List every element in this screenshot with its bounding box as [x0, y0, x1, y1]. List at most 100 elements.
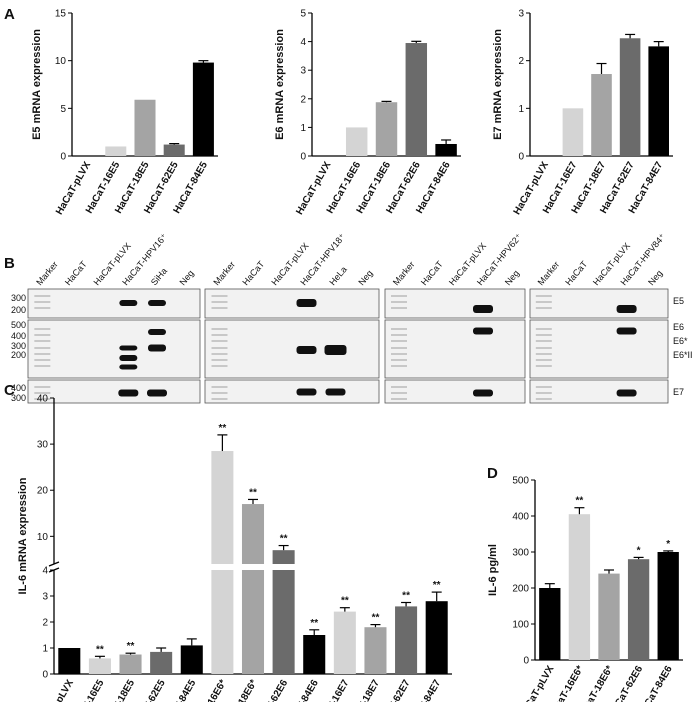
lane-label: Marker [536, 259, 562, 287]
gel-band [118, 389, 139, 397]
size-label: 500 [11, 320, 26, 330]
bar-lower-segment [241, 570, 265, 674]
gel-box [27, 319, 201, 379]
bar [568, 514, 591, 660]
marker-band [535, 347, 552, 349]
bar [591, 74, 612, 156]
marker-band [211, 392, 228, 394]
y-tick-label: 20 [37, 486, 49, 497]
gel-box [27, 288, 201, 319]
marker-band [391, 386, 407, 388]
x-tick-label: HaCaT-62E6 [252, 678, 291, 702]
marker-band [535, 365, 552, 367]
bar [405, 43, 428, 156]
bar-lower-segment [272, 570, 295, 674]
marker-band [211, 398, 228, 400]
gel-band [473, 305, 493, 313]
significance-label: ** [280, 534, 288, 545]
y-tick-label: 200 [512, 584, 529, 595]
marker-band [34, 386, 51, 388]
marker-band [535, 398, 552, 400]
y-tick-label: 0 [300, 152, 306, 163]
significance-label: * [637, 545, 641, 556]
lane-label: HaCaT [240, 259, 266, 288]
gel-band [148, 329, 166, 335]
bar [134, 99, 156, 156]
marker-band [535, 392, 552, 394]
significance-label: ** [372, 613, 380, 624]
lane-label: Neg [503, 268, 521, 287]
y-tick-label: 3 [300, 66, 306, 77]
marker-band [535, 307, 552, 309]
lane-label: Neg [178, 268, 196, 287]
size-label: 200 [11, 350, 26, 360]
y-tick-label: 0 [42, 670, 48, 681]
marker-band [211, 386, 228, 388]
y-tick-label: 40 [37, 394, 49, 405]
significance-label: ** [433, 580, 441, 591]
significance-label: ** [249, 487, 257, 498]
y-tick-label: 500 [512, 476, 529, 487]
y-tick-label: 1 [518, 104, 524, 115]
marker-band [34, 392, 51, 394]
gel-band [119, 345, 138, 351]
lane-label: Marker [34, 259, 60, 287]
marker-band [34, 334, 51, 336]
bar [435, 143, 457, 156]
y-tick-label: 10 [55, 56, 67, 67]
marker-band [211, 359, 228, 361]
marker-band [535, 328, 552, 330]
y-tick-label: 1 [42, 644, 48, 655]
marker-band [535, 340, 552, 342]
bar [562, 108, 584, 156]
marker-band [391, 340, 407, 342]
marker-band [34, 295, 51, 297]
marker-band [391, 301, 407, 303]
bar [627, 559, 650, 660]
marker-band [535, 359, 552, 361]
lane-label: HeLa [327, 264, 348, 287]
y-axis-label: E6 mRNA expression [274, 29, 286, 140]
bar-lower-segment [211, 570, 234, 674]
gel-band [119, 355, 138, 361]
y-tick-label: 30 [37, 440, 49, 451]
marker-band [391, 307, 407, 309]
marker-band [391, 365, 407, 367]
bar [539, 588, 561, 660]
bar [105, 146, 127, 156]
gel-band [296, 388, 317, 396]
axis-break-mark [48, 561, 60, 567]
x-tick-label: HaCaT-pLVX [37, 678, 76, 702]
y-tick-label: 2 [518, 56, 524, 67]
marker-band [34, 347, 51, 349]
marker-band [34, 307, 51, 309]
band-label: E7 [673, 387, 684, 397]
gel-box [204, 379, 380, 404]
marker-band [34, 340, 51, 342]
bar [163, 144, 185, 156]
gel-box [384, 288, 526, 319]
y-tick-label: 1 [300, 123, 306, 134]
bar [88, 658, 111, 674]
y-axis-label: E5 mRNA expression [31, 29, 43, 140]
gel-band [324, 345, 347, 355]
marker-band [34, 359, 51, 361]
significance-label: ** [402, 591, 410, 602]
panel-letter-a: A [4, 6, 15, 23]
y-axis-label: IL-6 pg/ml [487, 544, 499, 596]
marker-band [211, 353, 228, 355]
significance-label: ** [310, 618, 318, 629]
y-tick-label: 0 [60, 152, 66, 163]
marker-band [211, 307, 228, 309]
x-tick-label: HaCaT-84E5 [160, 678, 199, 702]
significance-label: ** [218, 423, 226, 434]
marker-band [211, 328, 228, 330]
marker-band [391, 295, 407, 297]
size-label: 300 [11, 341, 26, 351]
marker-band [34, 353, 51, 355]
marker-band [535, 301, 552, 303]
bar [345, 127, 368, 156]
gel-box [529, 319, 669, 379]
marker-band [535, 386, 552, 388]
